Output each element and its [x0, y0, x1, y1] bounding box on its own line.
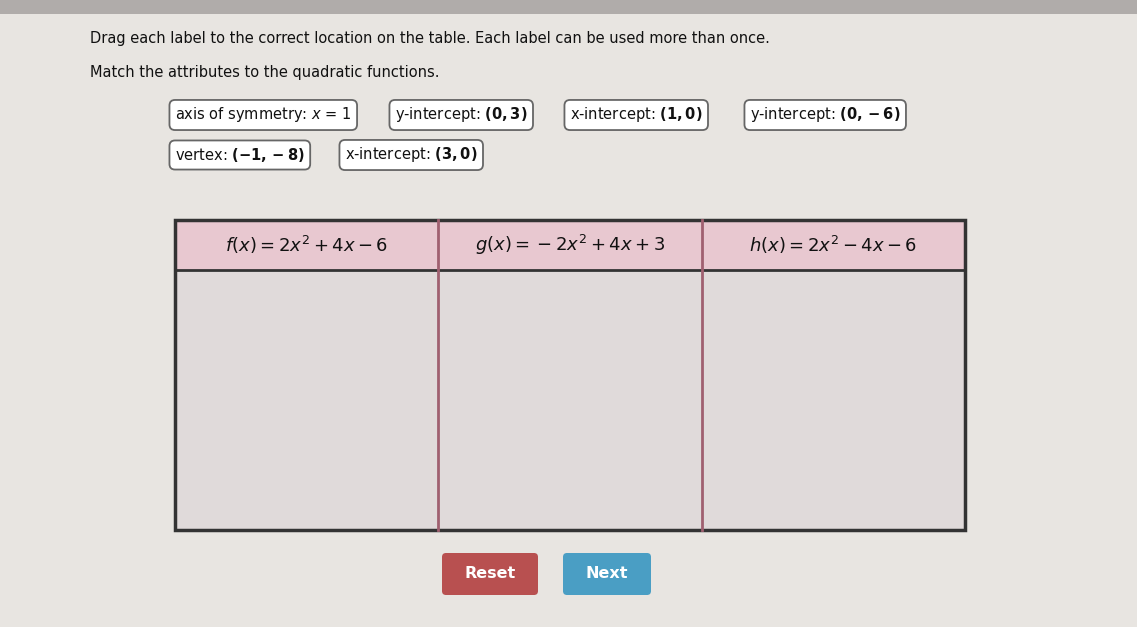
Text: $h(x) = 2x^2 - 4x - 6$: $h(x) = 2x^2 - 4x - 6$: [749, 234, 918, 256]
Text: y-intercept: $\mathbf{(0, -6)}$: y-intercept: $\mathbf{(0, -6)}$: [750, 105, 901, 125]
Bar: [439, 220, 702, 270]
Text: Match the attributes to the quadratic functions.: Match the attributes to the quadratic fu…: [90, 65, 440, 80]
Bar: [175, 220, 965, 530]
Text: Reset: Reset: [464, 567, 515, 581]
FancyBboxPatch shape: [442, 553, 538, 595]
Text: $g(x) = -2x^2 + 4x + 3$: $g(x) = -2x^2 + 4x + 3$: [475, 233, 665, 257]
Bar: [702, 220, 965, 270]
Text: x-intercept: $\mathbf{(1, 0)}$: x-intercept: $\mathbf{(1, 0)}$: [570, 105, 703, 125]
Bar: [175, 220, 965, 530]
Bar: [0, 0, 1137, 14]
Text: vertex: $\mathbf{(-1, -8)}$: vertex: $\mathbf{(-1, -8)}$: [175, 146, 305, 164]
Text: Next: Next: [586, 567, 629, 581]
Text: $f(x) = 2x^2 + 4x - 6$: $f(x) = 2x^2 + 4x - 6$: [225, 234, 388, 256]
Text: x-intercept: $\mathbf{(3, 0)}$: x-intercept: $\mathbf{(3, 0)}$: [345, 145, 478, 164]
Text: Drag each label to the correct location on the table. Each label can be used mor: Drag each label to the correct location …: [90, 31, 770, 46]
FancyBboxPatch shape: [563, 553, 652, 595]
Text: axis of symmetry: $\it{x}$ = 1: axis of symmetry: $\it{x}$ = 1: [175, 105, 351, 125]
Text: y-intercept: $\mathbf{(0, 3)}$: y-intercept: $\mathbf{(0, 3)}$: [395, 105, 528, 125]
Bar: [175, 220, 439, 270]
